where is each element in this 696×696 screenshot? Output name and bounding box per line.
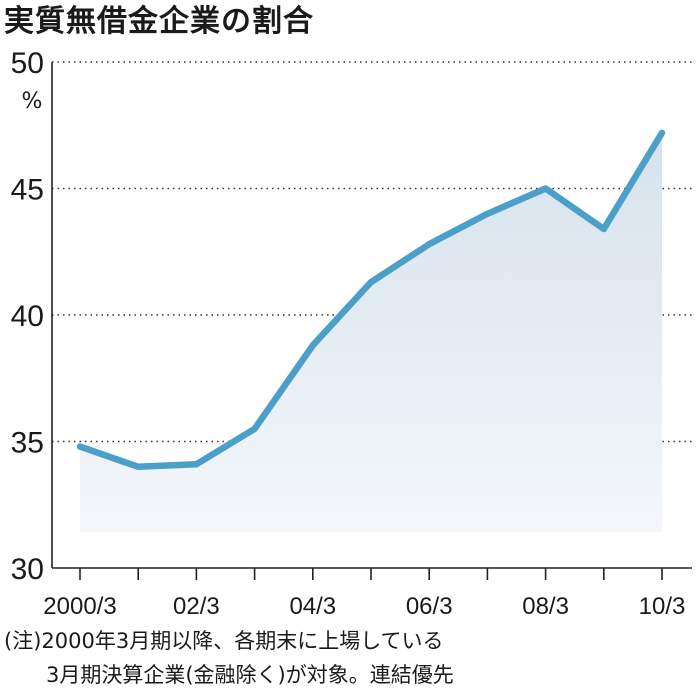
x-tick-label-6: 06/3: [406, 593, 453, 620]
x-tick-label-4: 04/3: [289, 593, 336, 620]
y-unit-label: %: [22, 89, 43, 114]
data-point-9: [601, 226, 607, 232]
footnote: (注)2000年3月期以降、各期末に上場している 3月期決算企業(金融除く)が対…: [4, 624, 694, 692]
x-tick-label-2: 02/3: [173, 593, 220, 620]
y-tick-label-50: 50: [11, 47, 44, 80]
area-fill: [80, 132, 662, 532]
data-point-10: [659, 130, 665, 136]
data-point-7: [484, 211, 490, 217]
data-point-4: [310, 342, 316, 348]
data-point-3: [252, 426, 258, 432]
tick-labels: 30 35 40 45 50% 2000/3 02/3 04/3 06/3 08/3 10/3: [11, 47, 686, 620]
axes: [51, 62, 692, 580]
data-point-8: [543, 186, 549, 191]
data-point-2: [193, 461, 199, 467]
footnote-line-2: 3月期決算企業(金融除く)が対象。連結優先: [4, 663, 454, 687]
data-point-6: [426, 241, 432, 247]
data-point-1: [135, 464, 141, 470]
area-shape: [80, 132, 662, 532]
y-tick-label-30: 30: [11, 553, 44, 586]
x-tick-label-0: 2000/3: [43, 593, 116, 620]
x-tick-label-8: 08/3: [522, 593, 569, 620]
y-tick-label-35: 35: [11, 427, 44, 460]
footnote-line-1: (注)2000年3月期以降、各期末に上場している: [4, 629, 444, 653]
y-tick-label-40: 40: [11, 300, 44, 333]
y-tick-label-45: 45: [11, 174, 44, 207]
series-line: [76, 129, 666, 471]
x-tick-label-10: 10/3: [639, 593, 686, 620]
data-point-0: [77, 444, 83, 450]
chart-title: 実質無借金企業の割合: [4, 4, 314, 39]
data-point-5: [368, 279, 374, 285]
